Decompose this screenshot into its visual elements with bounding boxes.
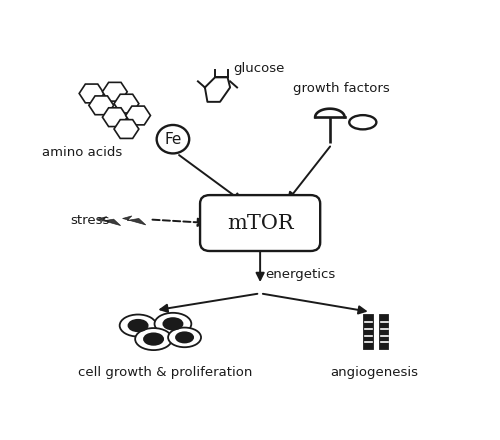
Text: energetics: energetics bbox=[266, 268, 336, 281]
Polygon shape bbox=[114, 94, 139, 113]
Polygon shape bbox=[102, 82, 127, 101]
Text: angiogenesis: angiogenesis bbox=[330, 367, 418, 379]
Text: amino acids: amino acids bbox=[42, 146, 122, 159]
Ellipse shape bbox=[128, 320, 148, 331]
Ellipse shape bbox=[154, 313, 192, 335]
Polygon shape bbox=[89, 96, 114, 115]
Ellipse shape bbox=[135, 328, 172, 350]
Ellipse shape bbox=[120, 315, 156, 337]
Circle shape bbox=[156, 125, 189, 154]
Text: growth factors: growth factors bbox=[293, 82, 390, 95]
Polygon shape bbox=[114, 120, 139, 139]
Polygon shape bbox=[98, 216, 120, 226]
Text: Fe: Fe bbox=[164, 132, 182, 147]
Ellipse shape bbox=[349, 115, 376, 129]
Ellipse shape bbox=[176, 332, 193, 342]
Bar bbox=[380, 315, 388, 349]
Polygon shape bbox=[102, 108, 127, 127]
Text: stress: stress bbox=[70, 214, 110, 227]
Bar bbox=[364, 315, 373, 349]
Text: mTOR: mTOR bbox=[227, 213, 294, 233]
Ellipse shape bbox=[144, 334, 163, 345]
Polygon shape bbox=[126, 106, 150, 125]
Text: glucose: glucose bbox=[233, 62, 284, 74]
Polygon shape bbox=[122, 216, 146, 225]
Text: cell growth & proliferation: cell growth & proliferation bbox=[78, 367, 252, 379]
Ellipse shape bbox=[164, 318, 182, 330]
FancyBboxPatch shape bbox=[200, 195, 320, 251]
Ellipse shape bbox=[168, 327, 201, 347]
Polygon shape bbox=[79, 84, 104, 103]
